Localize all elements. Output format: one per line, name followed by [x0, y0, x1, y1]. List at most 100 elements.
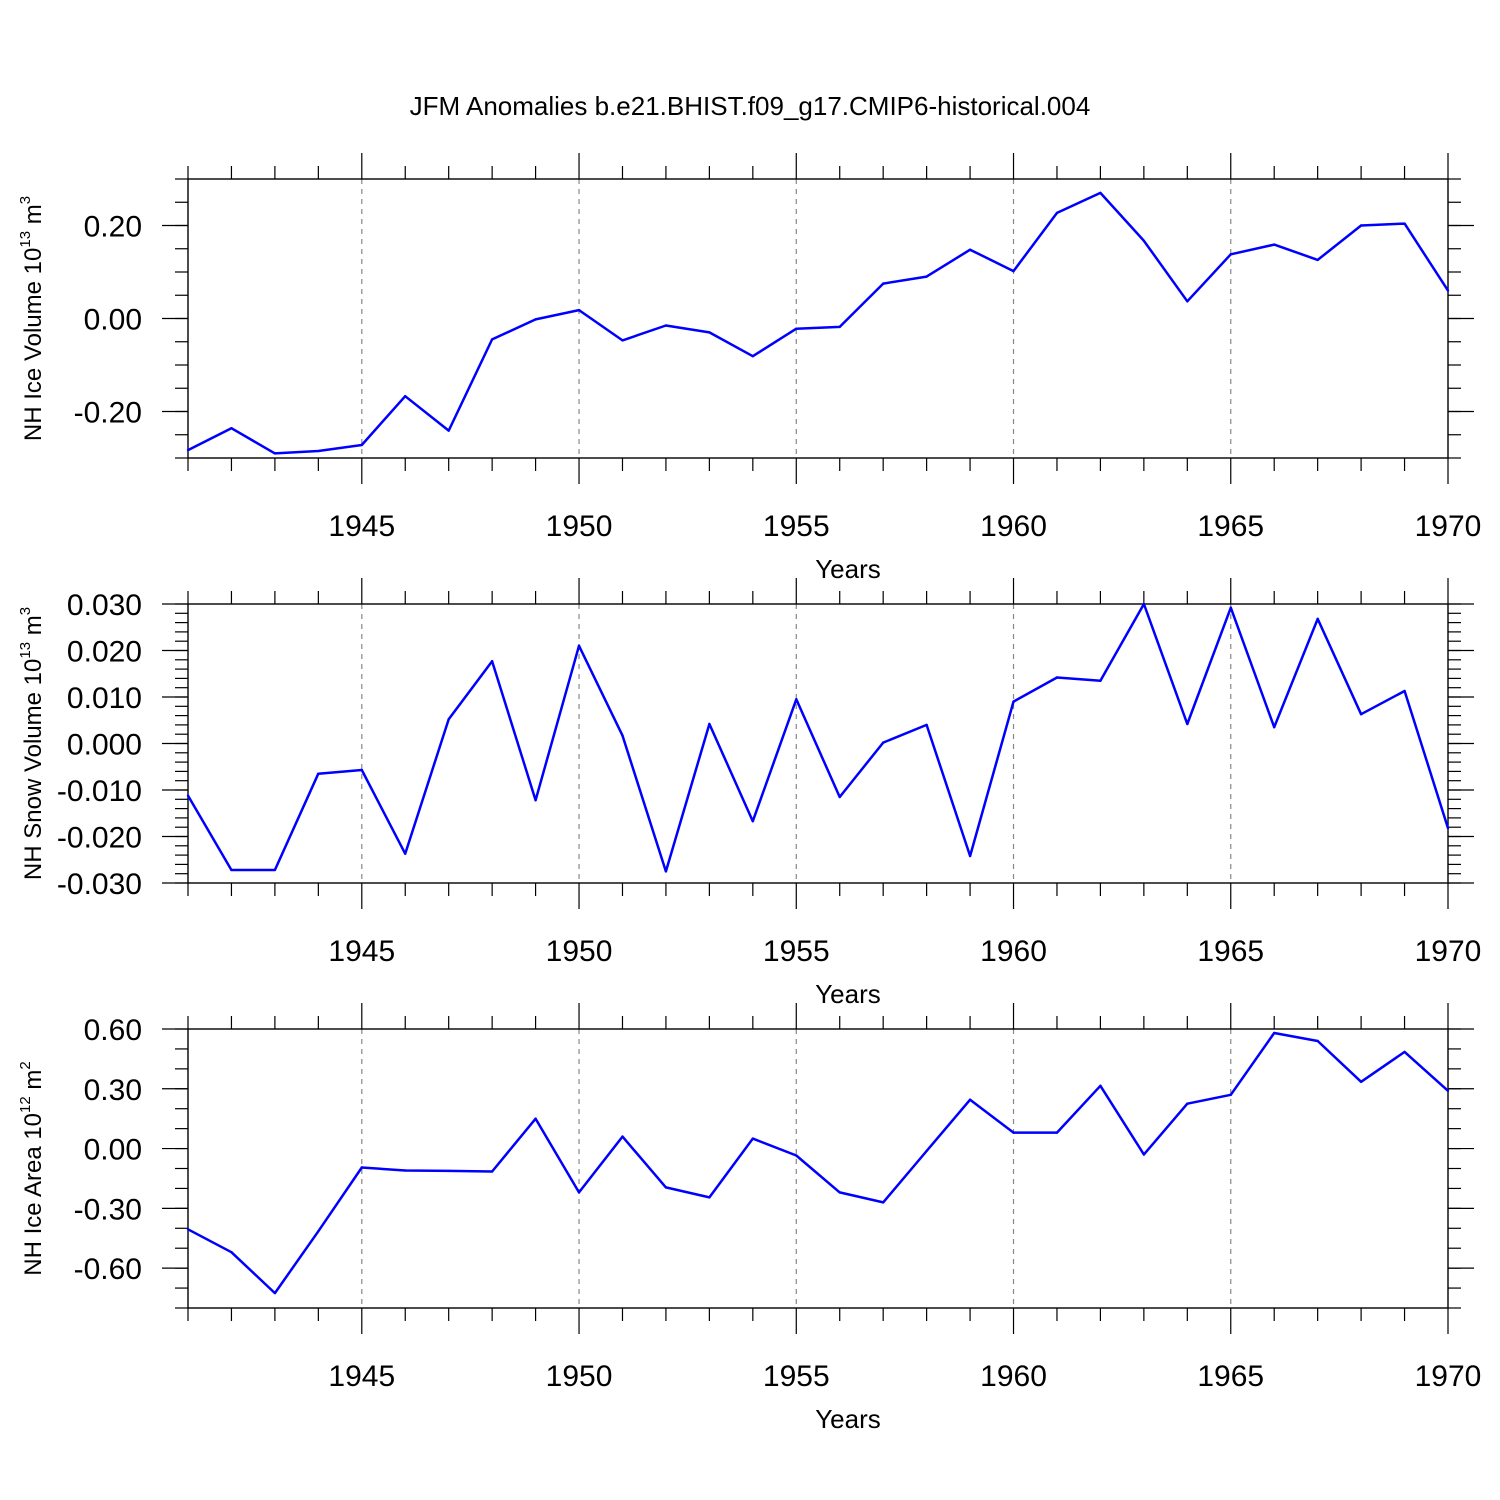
snow-volume-data-point-1951 [621, 734, 624, 737]
ice-area-data-point-1943 [273, 1291, 277, 1295]
ice-volume-data-point-1944 [317, 449, 320, 453]
ice-area-data-point-1946 [404, 1169, 407, 1172]
ice-area-ytick-label: 0.60 [84, 1014, 142, 1047]
ice-volume-data-point-1968 [1359, 224, 1363, 227]
snow-volume-x-axis-label: Years [815, 979, 881, 1009]
snow-volume-xtick-label: 1945 [328, 935, 395, 968]
snow-volume-y-axis-label-exp1: 13 [17, 642, 34, 659]
ice-area-data-point-1965 [1229, 1093, 1232, 1096]
ice-area-data-point-1952 [664, 1186, 668, 1189]
panel-ice-volume: 1945 1950 1955 1960 1965 1970 -0.20 0.00 0.20 Yea… [17, 153, 1481, 584]
ice-area-data-point-1945 [360, 1166, 363, 1169]
ice-volume-data-point-1947 [447, 429, 450, 432]
ice-volume-data-point-1969 [1403, 222, 1406, 225]
ice-area-data-point-1955 [795, 1154, 798, 1157]
snow-volume-data-point-1962 [1099, 679, 1102, 682]
snow-volume-data-point-1941 [186, 794, 190, 797]
panel-ice-area: 1945 1950 1955 1960 1965 1970 -0.60 -0.30 0.00 0.… [17, 1003, 1481, 1434]
ice-area-data-point-1942 [230, 1251, 233, 1254]
ice-volume-data-point-1955 [795, 327, 798, 330]
ice-volume-data-point-1952 [664, 324, 668, 327]
ice-area-data-point-1960 [1012, 1131, 1015, 1134]
ice-volume-ytick-label: 0.20 [84, 211, 142, 244]
panel-snow-volume: 1945 1950 1955 1960 1965 1970 -0.030 -0.020 -0.0… [17, 578, 1481, 1009]
ice-volume-xtick-label: 1955 [763, 510, 830, 543]
snow-volume-data-point-1948 [490, 659, 494, 663]
ice-area-data-point-1947 [447, 1169, 450, 1173]
ice-volume-data-point-1945 [360, 443, 363, 447]
ice-volume-data-point-1957 [881, 282, 885, 285]
snow-volume-y-axis-label: NH Snow Volume 1013 m3 [17, 607, 47, 880]
ice-volume-y-axis-label: NH Ice Volume 1013 m3 [17, 196, 47, 441]
ice-volume-series-line [187, 191, 1450, 455]
ice-volume-data-point-1954 [751, 354, 755, 358]
ice-volume-data-point-1953 [708, 331, 711, 334]
ice-area-y-axis-label: NH Ice Area 1012 m2 [17, 1061, 47, 1275]
ice-area-data-point-1953 [708, 1196, 711, 1199]
ice-volume-ytick-label: 0.00 [84, 304, 142, 337]
snow-volume-data-point-1964 [1186, 722, 1189, 726]
ice-area-data-point-1963 [1142, 1153, 1146, 1156]
ice-area-data-point-1948 [490, 1170, 494, 1173]
snow-volume-ytick-label: -0.030 [57, 868, 142, 901]
snow-volume-data-point-1953 [708, 722, 711, 726]
ice-area-data-point-1954 [751, 1137, 755, 1140]
snow-volume-data-point-1957 [881, 741, 885, 744]
ice-volume-x-axis-label: Years [815, 554, 881, 584]
ice-area-xtick-label: 1955 [763, 1360, 830, 1393]
snow-volume-ytick-label: 0.010 [67, 682, 142, 715]
snow-volume-data-point-1966 [1273, 726, 1276, 729]
ice-volume-data-point-1967 [1316, 258, 1319, 262]
ice-area-data-point-1957 [881, 1201, 885, 1204]
snow-volume-data-point-1952 [664, 870, 668, 873]
ice-area-ytick-label: -0.30 [74, 1193, 142, 1226]
ice-area-data-point-1958 [925, 1149, 928, 1153]
ice-volume-xtick-label: 1965 [1197, 510, 1264, 543]
snow-volume-data-point-1969 [1403, 689, 1406, 693]
snow-volume-ytick-label: 0.030 [67, 589, 142, 622]
snow-volume-ytick-label: -0.020 [57, 822, 142, 855]
ice-volume-data-point-1942 [230, 427, 233, 430]
ice-area-ytick-label: 0.30 [84, 1074, 142, 1107]
snow-volume-data-point-1942 [230, 868, 233, 872]
snow-volume-data-point-1959 [968, 854, 972, 858]
ice-area-xtick-label: 1965 [1197, 1360, 1264, 1393]
ice-volume-data-point-1970 [1446, 289, 1450, 292]
snow-volume-y-axis-label-exp2: 3 [17, 607, 34, 615]
snow-volume-plot-frame [187, 603, 1449, 884]
snow-volume-data-point-1943 [273, 868, 277, 872]
snow-volume-data-point-1945 [360, 768, 363, 772]
ice-area-data-point-1944 [317, 1230, 320, 1233]
snow-volume-data-point-1949 [534, 799, 537, 802]
ice-area-x-axis-label: Years [815, 1404, 881, 1434]
ice-volume-data-point-1964 [1186, 300, 1189, 303]
ice-area-ytick-label: 0.00 [84, 1134, 142, 1167]
snow-volume-xtick-label: 1955 [763, 935, 830, 968]
ice-area-data-point-1956 [838, 1191, 841, 1194]
ice-area-data-point-1959 [968, 1098, 972, 1101]
ice-area-ytick-label: -0.60 [74, 1253, 142, 1286]
ice-volume-data-point-1943 [273, 452, 277, 455]
ice-volume-y-axis-label-base: NH Ice Volume 10 [20, 248, 47, 441]
ice-area-series-line [187, 1031, 1449, 1295]
ice-volume-xtick-label: 1970 [1415, 510, 1482, 543]
ice-volume-data-point-1962 [1099, 191, 1102, 195]
snow-volume-data-point-1963 [1142, 602, 1146, 606]
ice-volume-xtick-label: 1960 [980, 510, 1047, 543]
ice-area-xtick-label: 1970 [1415, 1360, 1482, 1393]
ice-volume-data-point-1950 [577, 308, 581, 312]
ice-area-xtick-label: 1960 [980, 1360, 1047, 1393]
ice-area-data-point-1951 [621, 1135, 624, 1138]
ice-area-data-point-1949 [534, 1117, 537, 1120]
ice-area-y-axis-label-base: NH Ice Area 10 [20, 1113, 47, 1276]
ice-volume-data-point-1963 [1142, 239, 1146, 243]
snow-volume-data-point-1968 [1359, 713, 1363, 716]
ice-volume-y-axis-label-unit: m [20, 204, 47, 231]
snow-volume-data-point-1946 [404, 852, 407, 855]
figure-title: JFM Anomalies b.e21.BHIST.f09_g17.CMIP6-… [410, 91, 1091, 121]
snow-volume-data-point-1954 [751, 819, 755, 823]
ice-volume-data-point-1959 [968, 248, 972, 251]
ice-volume-data-point-1949 [534, 318, 537, 321]
snow-volume-data-point-1955 [795, 698, 798, 701]
